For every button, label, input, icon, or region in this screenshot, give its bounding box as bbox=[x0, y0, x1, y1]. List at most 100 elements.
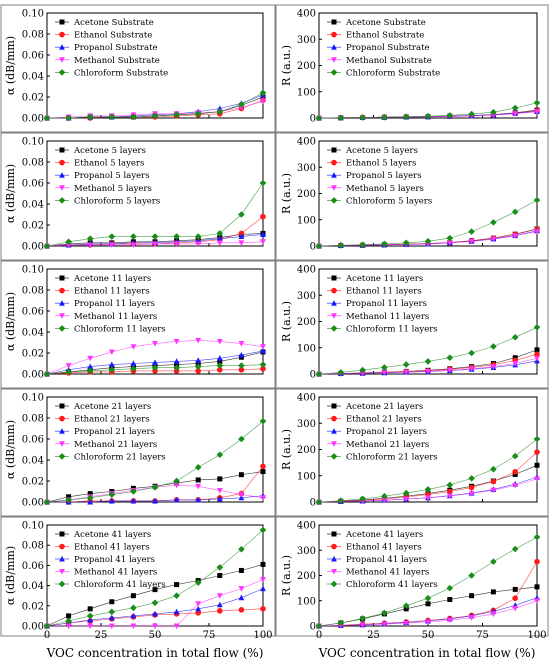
data-point-methanol bbox=[512, 111, 519, 117]
data-point-chloroform bbox=[402, 239, 410, 247]
triangle-down-marker-icon bbox=[331, 441, 337, 447]
y-tick-label: 0.10 bbox=[22, 9, 44, 20]
legend-label: Propanol 41 layers bbox=[74, 555, 155, 565]
data-point-propanol bbox=[260, 585, 266, 592]
data-point-acetone bbox=[66, 613, 72, 619]
triangle-down-marker-icon bbox=[59, 57, 65, 63]
data-point-methanol bbox=[425, 368, 431, 375]
data-point-chloroform bbox=[86, 494, 94, 502]
data-point-chloroform bbox=[468, 475, 475, 482]
data-point-chloroform bbox=[130, 113, 137, 121]
data-point-propanol bbox=[238, 233, 245, 240]
data-point-methanol bbox=[512, 233, 519, 240]
data-point-ethanol bbox=[512, 469, 518, 475]
data-point-chloroform bbox=[130, 233, 137, 240]
y-tick-label: 400 bbox=[297, 521, 316, 532]
chart-2-1: 0 100 200 300 400 R (a.u.) Acetone 11 layers Et… bbox=[280, 265, 541, 381]
y-tick-label: 400 bbox=[297, 393, 316, 404]
data-point-chloroform bbox=[337, 241, 345, 249]
data-point-propanol bbox=[87, 363, 94, 370]
y-tick-label: 300 bbox=[297, 163, 316, 174]
data-point-acetone bbox=[260, 561, 266, 567]
legend-label: Chloroform 5 layers bbox=[346, 196, 432, 206]
data-point-chloroform bbox=[359, 114, 366, 121]
data-point-chloroform bbox=[315, 114, 323, 122]
y-tick-label: 0.04 bbox=[22, 328, 44, 339]
y-axis-label: R (a.u.) bbox=[280, 173, 293, 214]
data-point-ethanol bbox=[447, 488, 453, 495]
diamond-marker-icon bbox=[330, 325, 338, 332]
triangle-up-marker-icon bbox=[59, 555, 65, 562]
data-point-ethanol bbox=[238, 367, 245, 373]
data-point-propanol bbox=[130, 612, 137, 619]
data-point-acetone bbox=[130, 593, 136, 599]
y-tick-label: 300 bbox=[297, 546, 316, 557]
triangle-up-marker-icon bbox=[59, 300, 65, 306]
circle-marker-icon bbox=[59, 159, 65, 166]
chart-3-0: 0.00 0.02 0.04 0.06 0.08 0.10 α (dB/mm) Acetone… bbox=[4, 393, 267, 509]
y-tick-label: 400 bbox=[297, 265, 316, 276]
x-axis-label-left: VOC concentration in total flow (%) bbox=[46, 646, 264, 660]
data-point-chloroform bbox=[315, 498, 323, 506]
data-point-acetone bbox=[447, 596, 453, 602]
data-point-chloroform bbox=[194, 363, 202, 370]
y-tick-label: 0.06 bbox=[22, 435, 44, 446]
data-point-chloroform bbox=[381, 113, 388, 121]
data-point-chloroform bbox=[337, 619, 345, 627]
data-point-chloroform bbox=[173, 364, 180, 371]
data-point-methanol bbox=[65, 623, 72, 630]
y-tick-label: 200 bbox=[297, 61, 316, 72]
legend-label: Ethanol 41 layers bbox=[74, 543, 150, 553]
data-point-methanol bbox=[238, 105, 245, 111]
y-tick-label: 0 bbox=[310, 622, 316, 633]
y-tick-label: 100 bbox=[297, 343, 316, 354]
y-axis-label: α (dB/mm) bbox=[4, 546, 17, 605]
y-tick-label: 0.06 bbox=[22, 179, 44, 190]
data-point-chloroform bbox=[446, 354, 454, 362]
chart-0-0: 0.00 0.02 0.04 0.06 0.08 0.10 α (dB/mm) Acetone… bbox=[4, 9, 267, 125]
legend-label: Ethanol 5 layers bbox=[346, 159, 416, 169]
y-axis-label: R (a.u.) bbox=[280, 301, 293, 342]
y-tick-label: 200 bbox=[297, 571, 316, 582]
data-point-methanol bbox=[108, 623, 115, 630]
panel-frame-2-0 bbox=[0, 260, 276, 389]
data-point-methanol bbox=[238, 341, 245, 347]
data-point-acetone bbox=[109, 599, 115, 605]
data-point-chloroform bbox=[533, 323, 541, 331]
data-point-methanol bbox=[425, 619, 431, 626]
data-point-propanol bbox=[216, 601, 223, 608]
data-point-ethanol bbox=[260, 606, 266, 612]
data-point-chloroform bbox=[86, 113, 94, 121]
data-point-propanol bbox=[216, 235, 223, 242]
square-marker-icon bbox=[59, 147, 65, 153]
data-point-propanol bbox=[130, 360, 137, 366]
data-point-chloroform bbox=[511, 452, 519, 460]
y-tick-label: 400 bbox=[297, 137, 316, 148]
legend-label: Acetone 5 layers bbox=[345, 146, 418, 156]
legend-label: Acetone 41 layers bbox=[345, 530, 423, 540]
data-point-methanol bbox=[216, 593, 223, 599]
data-point-chloroform bbox=[402, 361, 410, 368]
data-point-chloroform bbox=[259, 417, 267, 425]
data-point-methanol bbox=[173, 482, 180, 489]
data-point-acetone bbox=[238, 567, 244, 573]
data-point-propanol bbox=[108, 361, 115, 368]
triangle-down-marker-icon bbox=[59, 313, 65, 319]
data-point-acetone bbox=[238, 472, 244, 478]
data-point-acetone bbox=[260, 469, 266, 475]
legend-label: Propanol 11 layers bbox=[74, 299, 155, 309]
data-point-methanol bbox=[108, 349, 115, 356]
data-point-chloroform bbox=[511, 333, 519, 341]
y-tick-label: 0.00 bbox=[22, 114, 44, 125]
data-point-chloroform bbox=[151, 599, 159, 607]
data-point-methanol bbox=[446, 240, 453, 246]
data-point-ethanol bbox=[260, 365, 266, 372]
series-line-propanol bbox=[46, 588, 264, 627]
y-tick-label: 0.10 bbox=[22, 521, 44, 532]
data-point-methanol bbox=[238, 586, 245, 592]
legend-label: Chloroform Substrate bbox=[74, 68, 168, 78]
data-point-chloroform bbox=[490, 219, 497, 226]
data-point-chloroform bbox=[446, 584, 454, 592]
data-point-ethanol bbox=[468, 484, 475, 491]
y-tick-label: 0.08 bbox=[22, 541, 44, 552]
